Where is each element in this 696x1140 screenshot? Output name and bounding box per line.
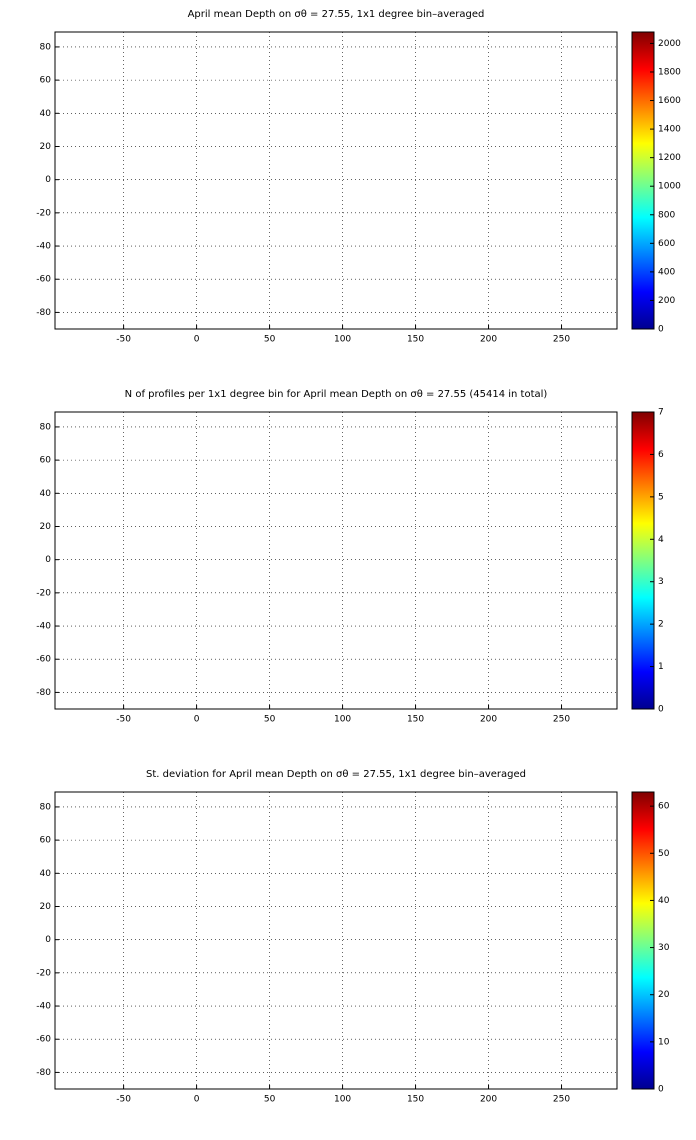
colorbar-tick-label: 50 [658,849,670,859]
colorbar-tick-label: 5 [658,492,664,502]
chart-title: N of profiles per 1x1 degree bin for Apr… [125,389,548,400]
y-tick-label: 80 [40,802,52,812]
colorbar-tick-label: 1200 [658,153,681,163]
colorbar-tick-label: 30 [658,943,670,953]
colorbar-tick-label: 10 [658,1037,670,1047]
y-tick-label: -60 [36,1035,51,1045]
chart-title: St. deviation for April mean Depth on σθ… [146,769,526,780]
colorbar-tick-label: 40 [658,896,670,906]
x-tick-label: 50 [264,715,276,725]
colorbar-tick-label: 200 [658,296,675,306]
colorbar-tick-label: 0 [658,705,664,715]
colorbar-tick-label: 3 [658,577,664,587]
x-tick-label: 50 [264,335,276,345]
colorbar-tick-label: 20 [658,990,670,1000]
plot-area [55,792,617,1089]
colorbar-tick-label: 600 [658,239,675,249]
x-tick-label: 100 [334,715,351,725]
y-tick-label: 20 [40,522,52,532]
y-tick-label: 20 [40,142,52,152]
colorbar [632,412,654,709]
colorbar-tick-label: 1800 [658,67,681,77]
colorbar-frame [631,31,655,330]
x-tick-label: 150 [407,715,424,725]
colorbar-frame [631,411,655,710]
chart-title: April mean Depth on σθ = 27.55, 1x1 degr… [188,9,485,20]
x-tick-label: 150 [407,1095,424,1105]
x-tick-label: 0 [194,1095,200,1105]
plot-area [55,32,617,329]
x-tick-label: 200 [480,1095,497,1105]
x-tick-label: 0 [194,715,200,725]
y-tick-label: 40 [40,869,52,879]
y-tick-label: 40 [40,109,52,119]
y-tick-label: -40 [36,242,51,252]
colorbar-tick-label: 1600 [658,96,681,106]
x-tick-label: -50 [116,1095,131,1105]
y-tick-label: 60 [40,836,52,846]
colorbar-tick-label: 60 [658,802,670,812]
y-tick-label: 60 [40,76,52,86]
colorbar [632,792,654,1089]
y-tick-label: -80 [36,308,51,318]
y-tick-label: -60 [36,655,51,665]
colorbar [632,32,654,329]
x-tick-label: 0 [194,335,200,345]
colorbar-tick-label: 1 [658,662,664,672]
y-tick-label: -20 [36,208,51,218]
y-tick-label: -20 [36,968,51,978]
x-tick-label: 250 [553,335,570,345]
x-tick-label: 100 [334,1095,351,1105]
x-tick-label: -50 [116,715,131,725]
colorbar-tick-label: 1000 [658,182,681,192]
plot-frame [54,411,618,710]
y-tick-label: -40 [36,622,51,632]
x-tick-label: 200 [480,335,497,345]
x-tick-label: 250 [553,715,570,725]
colorbar-tick-label: 6 [658,450,664,460]
plot-area [55,412,617,709]
y-tick-label: -80 [36,688,51,698]
y-tick-label: -40 [36,1002,51,1012]
colorbar-tick-label: 7 [658,408,664,418]
x-tick-label: -50 [116,335,131,345]
y-tick-label: 0 [45,555,51,565]
colorbar-tick-label: 0 [658,325,664,335]
colorbar-tick-label: 4 [658,535,664,545]
y-tick-label: 0 [45,175,51,185]
y-tick-label: 20 [40,902,52,912]
y-tick-label: 40 [40,489,52,499]
plot-frame [54,791,618,1090]
colorbar-tick-label: 800 [658,210,675,220]
colorbar-tick-label: 2 [658,620,664,630]
colorbar-tick-label: 2000 [658,39,681,49]
y-tick-label: 80 [40,42,52,52]
y-tick-label: 0 [45,935,51,945]
colorbar-tick-label: 400 [658,267,675,277]
x-tick-label: 150 [407,335,424,345]
plot-frame [54,31,618,330]
y-tick-label: 80 [40,422,52,432]
colorbar-tick-label: 0 [658,1085,664,1095]
colorbar-frame [631,791,655,1090]
y-tick-label: -80 [36,1068,51,1078]
x-tick-label: 250 [553,1095,570,1105]
colorbar-tick-label: 1400 [658,125,681,135]
x-tick-label: 200 [480,715,497,725]
x-tick-label: 100 [334,335,351,345]
y-tick-label: -60 [36,275,51,285]
y-tick-label: -20 [36,588,51,598]
x-tick-label: 50 [264,1095,276,1105]
y-tick-label: 60 [40,456,52,466]
